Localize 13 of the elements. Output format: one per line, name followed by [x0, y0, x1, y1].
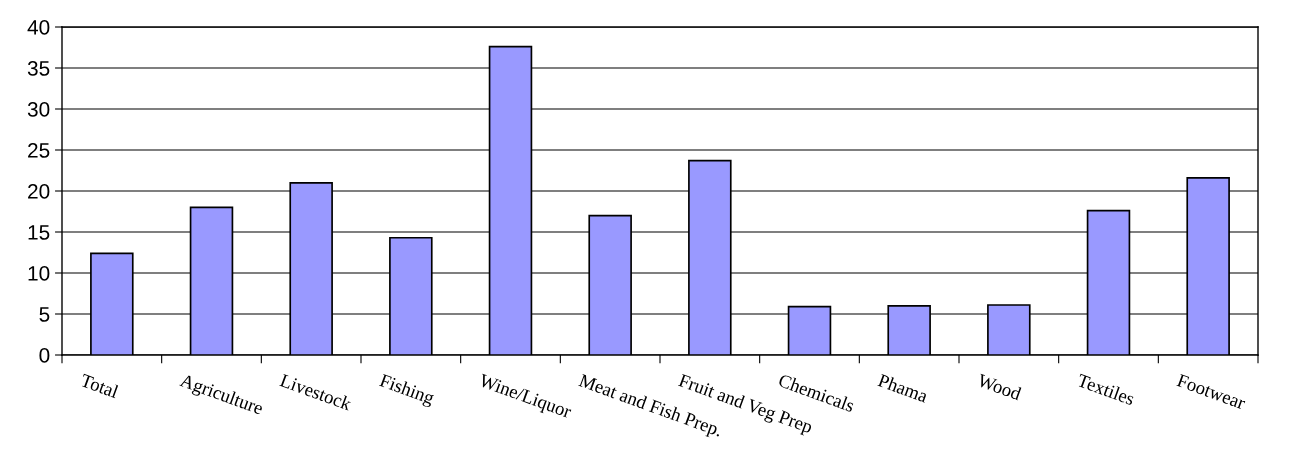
- x-tick-label: Textiles: [1076, 373, 1136, 406]
- x-tick-label: Phama: [877, 373, 929, 403]
- y-tick-label: 30: [27, 102, 50, 117]
- y-tick-label: 35: [27, 61, 50, 76]
- y-tick-label: 25: [28, 143, 50, 158]
- y-tick-label: 15: [28, 225, 50, 240]
- y-tick-label: 10: [28, 266, 50, 281]
- y-tick-label: 5: [39, 307, 50, 322]
- y-tick-label: 0: [39, 348, 50, 363]
- x-tick-label: Total: [79, 373, 120, 399]
- y-tick-label: 20: [28, 184, 50, 199]
- y-tick-label: 40: [27, 20, 50, 35]
- x-tick-label: Wood: [976, 373, 1023, 401]
